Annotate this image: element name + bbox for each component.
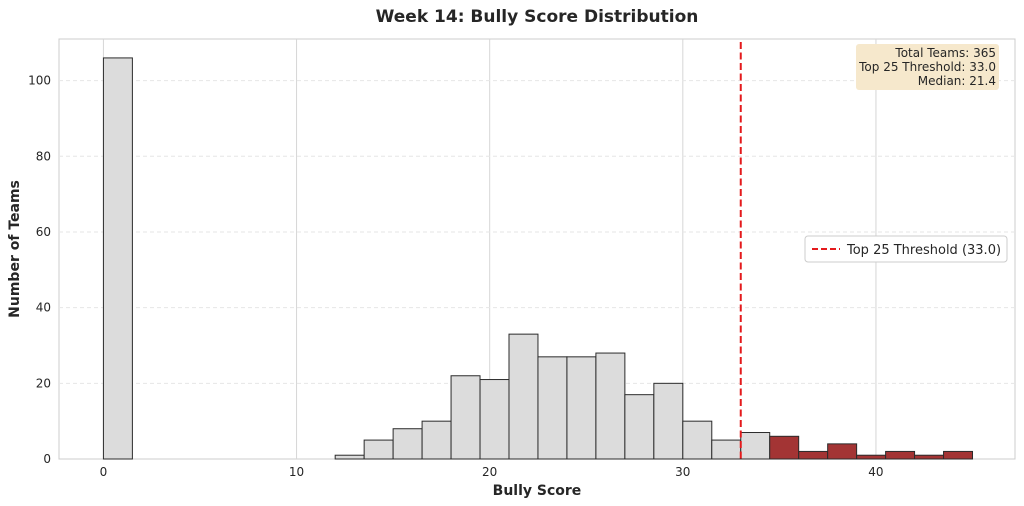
y-tick-label: 60 xyxy=(36,225,51,239)
histogram-bar-top25 xyxy=(827,443,858,460)
histogram-bar xyxy=(102,57,133,460)
x-tick-label: 40 xyxy=(868,465,883,479)
x-tick-label: 0 xyxy=(100,465,108,479)
histogram-bar xyxy=(508,333,539,460)
histogram-bar-top25 xyxy=(885,450,916,460)
histogram-bar xyxy=(682,420,713,460)
histogram-bar xyxy=(450,375,481,460)
histogram-bar xyxy=(537,356,568,460)
x-tick-label: 30 xyxy=(675,465,690,479)
stats-total-teams: Total Teams: 365 xyxy=(894,46,996,60)
stats-median: Median: 21.4 xyxy=(918,74,996,88)
stats-top25-threshold: Top 25 Threshold: 33.0 xyxy=(858,60,996,74)
y-tick-label: 40 xyxy=(36,301,51,315)
y-tick-label: 0 xyxy=(43,452,51,466)
y-axis-label: Number of Teams xyxy=(7,180,23,318)
histogram-bar xyxy=(392,428,423,460)
legend: Top 25 Threshold (33.0) xyxy=(804,235,1008,263)
histogram-bar xyxy=(479,379,510,460)
legend-entry-threshold: Top 25 Threshold (33.0) xyxy=(846,243,1001,258)
histogram-bar-top25 xyxy=(914,454,945,460)
stats-box-background xyxy=(856,44,999,90)
chart-title: Week 14: Bully Score Distribution xyxy=(376,7,699,27)
legend-box xyxy=(804,235,1008,263)
histogram-bar xyxy=(334,454,365,460)
histogram-bar xyxy=(624,394,655,460)
x-tick-label: 20 xyxy=(482,465,497,479)
histogram-bar xyxy=(740,432,771,460)
histogram-bar-top25 xyxy=(798,450,829,460)
histogram-bar xyxy=(421,420,452,460)
y-tick-label: 20 xyxy=(36,376,51,390)
histogram-bar xyxy=(363,439,394,460)
histogram-bar xyxy=(566,356,597,460)
histogram-bar-top25 xyxy=(943,450,974,460)
histogram-bar xyxy=(595,352,626,460)
stats-box: Total Teams: 365 Top 25 Threshold: 33.0 … xyxy=(856,44,999,90)
y-tick-label: 100 xyxy=(28,74,51,88)
histogram-bar xyxy=(653,382,684,460)
histogram-bar-top25 xyxy=(856,454,887,460)
histogram-bar-top25 xyxy=(769,435,800,460)
histogram-bar xyxy=(711,439,742,460)
histogram-bars xyxy=(102,57,974,460)
axis-ticks: 0 10 20 30 40 0 20 40 60 80 100 xyxy=(28,74,883,479)
y-tick-label: 80 xyxy=(36,149,51,163)
x-tick-label: 10 xyxy=(289,465,304,479)
x-axis-label: Bully Score xyxy=(493,483,582,499)
